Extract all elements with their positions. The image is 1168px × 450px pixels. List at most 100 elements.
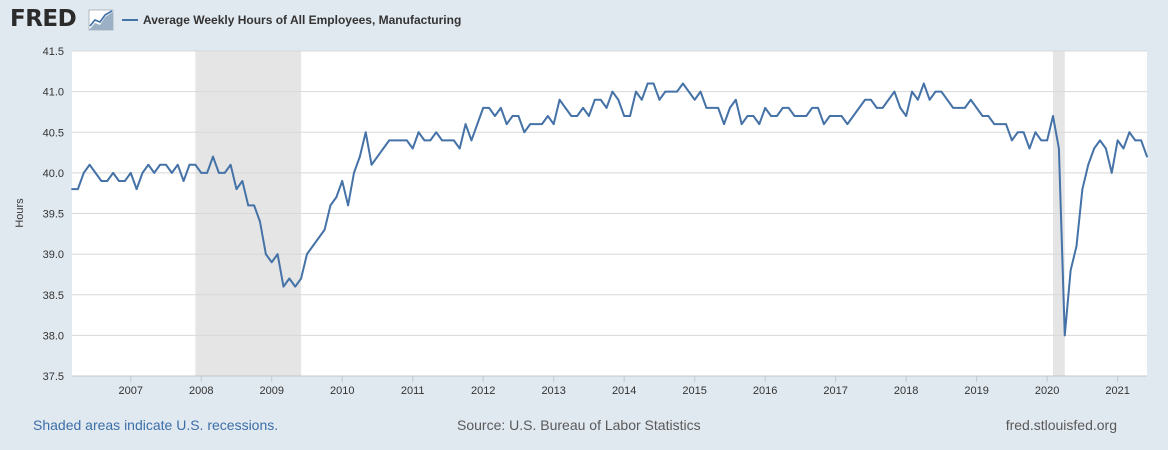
data-point — [999, 123, 1002, 126]
data-point — [429, 139, 432, 142]
data-point — [217, 171, 220, 174]
data-point — [529, 123, 532, 126]
data-point — [599, 98, 602, 101]
y-tick-label: 40.0 — [43, 168, 64, 180]
x-tick-label: 2009 — [259, 385, 283, 397]
data-point — [1016, 131, 1019, 134]
data-point — [276, 253, 279, 256]
data-point — [517, 115, 520, 117]
data-point — [71, 188, 73, 191]
y-tick-label: 37.5 — [43, 371, 64, 383]
data-point — [687, 90, 690, 93]
data-point — [470, 139, 473, 142]
chart-legend[interactable]: Average Weekly Hours of All Employees, M… — [122, 12, 461, 28]
data-point — [1110, 171, 1113, 174]
data-point — [1005, 123, 1007, 126]
data-point — [770, 115, 772, 117]
data-point — [693, 98, 696, 101]
data-point — [147, 163, 150, 166]
data-point — [417, 131, 420, 134]
data-point — [1140, 139, 1143, 142]
data-point — [1081, 188, 1084, 191]
data-point — [235, 188, 238, 191]
data-point — [570, 115, 573, 117]
data-point — [347, 204, 349, 207]
x-tick-label: 2018 — [894, 385, 918, 397]
data-point — [1099, 139, 1101, 142]
data-point — [1075, 245, 1078, 247]
data-point — [776, 115, 778, 117]
data-point — [682, 82, 684, 85]
data-point — [1093, 147, 1096, 150]
data-point — [1046, 139, 1049, 142]
data-point — [1128, 131, 1131, 134]
data-point — [259, 220, 261, 223]
data-point — [846, 123, 849, 126]
data-point — [394, 139, 396, 142]
data-point — [452, 139, 455, 142]
data-point — [206, 171, 209, 174]
data-point — [118, 180, 120, 182]
x-tick-label: 2011 — [401, 385, 425, 397]
data-point — [212, 155, 214, 158]
data-point — [317, 236, 320, 239]
data-point — [499, 106, 502, 109]
data-point — [382, 147, 385, 150]
data-point — [746, 115, 749, 117]
data-point — [1069, 269, 1072, 272]
y-tick-label-layer: 37.5 38.0 38.5 39.0 39.5 40.0 40.5 41.0 41.5 — [43, 46, 64, 383]
fred-site-link[interactable]: fred.stlouisfed.org — [1005, 417, 1117, 433]
data-point — [893, 90, 896, 93]
data-point — [1122, 147, 1125, 150]
series-layer — [71, 82, 1148, 337]
data-point — [588, 115, 590, 117]
data-point — [1010, 139, 1013, 142]
recession-note-link[interactable]: Shaded areas indicate U.S. recessions. — [33, 417, 279, 433]
data-point — [165, 163, 167, 166]
data-point — [458, 147, 461, 150]
data-point — [917, 98, 919, 101]
data-point — [182, 180, 185, 182]
line-chart[interactable]: 37.5 38.0 38.5 39.0 39.5 40.0 40.5 41.0 41.5 200… — [0, 0, 1168, 410]
data-point — [1116, 139, 1119, 142]
data-point — [253, 204, 256, 207]
data-point — [170, 171, 173, 174]
fred-logo[interactable]: FRED — [10, 6, 77, 32]
data-point — [605, 106, 608, 109]
data-point — [852, 115, 855, 117]
data-point — [840, 115, 843, 117]
data-point — [358, 155, 361, 158]
data-point — [817, 106, 819, 109]
data-point — [911, 90, 913, 93]
data-point — [705, 106, 708, 109]
data-point — [940, 90, 943, 93]
data-point — [341, 180, 344, 182]
y-tick-label: 41.5 — [43, 46, 64, 58]
data-point — [247, 204, 250, 207]
data-point — [805, 115, 808, 117]
data-point — [405, 139, 408, 142]
data-point — [135, 188, 138, 191]
data-point — [100, 180, 103, 182]
data-point — [200, 171, 203, 174]
data-point — [194, 163, 197, 166]
data-point — [811, 106, 814, 109]
y-axis-title: Hours — [14, 198, 26, 228]
data-point — [88, 163, 91, 166]
data-point — [793, 115, 796, 117]
data-point — [376, 155, 379, 158]
x-tick-label: 2021 — [1105, 385, 1129, 397]
data-point — [952, 106, 955, 109]
x-tick-label-layer: 2007 2008 2009 2010 2011 2012 2013 2014 2015 2016… — [119, 385, 1130, 397]
data-point — [664, 90, 667, 93]
data-point — [558, 98, 561, 101]
data-point — [106, 180, 109, 182]
data-point — [306, 253, 308, 256]
line-chart-icon — [88, 9, 114, 31]
data-point — [435, 131, 438, 134]
data-point — [388, 139, 391, 142]
data-point — [734, 98, 737, 101]
source-note: Source: U.S. Bureau of Labor Statistics — [457, 417, 701, 433]
data-point — [717, 106, 720, 109]
legend-series-swatch — [122, 19, 138, 21]
